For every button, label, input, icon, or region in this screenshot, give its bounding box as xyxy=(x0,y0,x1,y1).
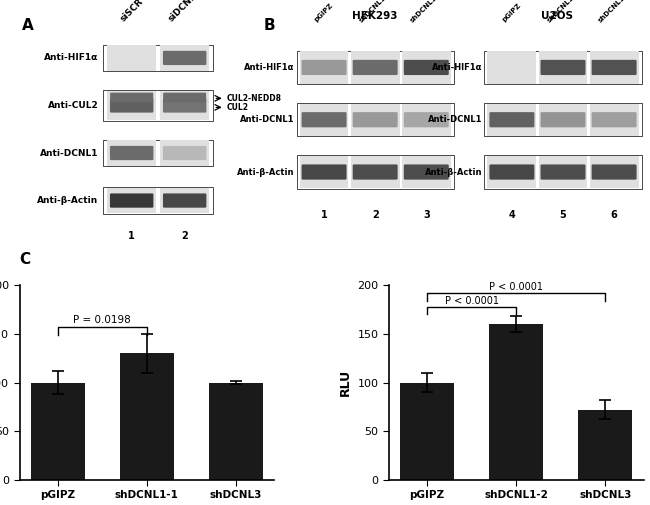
FancyBboxPatch shape xyxy=(541,60,586,75)
Text: shDCNL1-2: shDCNL1-2 xyxy=(409,0,443,23)
Bar xyxy=(402,104,450,136)
FancyBboxPatch shape xyxy=(404,165,448,180)
FancyBboxPatch shape xyxy=(110,193,153,208)
Text: 1: 1 xyxy=(320,210,328,220)
FancyBboxPatch shape xyxy=(353,60,398,75)
Bar xyxy=(351,52,400,84)
Text: P = 0.0198: P = 0.0198 xyxy=(73,315,131,325)
Text: Anti-HIF1α: Anti-HIF1α xyxy=(44,54,98,63)
Text: siDCNL1: siDCNL1 xyxy=(166,0,203,23)
FancyBboxPatch shape xyxy=(163,146,207,160)
Text: Anti-DCNL1: Anti-DCNL1 xyxy=(428,115,482,124)
Text: Anti-CUL2: Anti-CUL2 xyxy=(47,101,98,110)
Text: Anti-HIF1α: Anti-HIF1α xyxy=(432,63,482,72)
Bar xyxy=(539,156,588,188)
Bar xyxy=(578,410,632,480)
FancyBboxPatch shape xyxy=(592,165,636,180)
Bar xyxy=(590,104,638,136)
FancyBboxPatch shape xyxy=(163,98,207,113)
FancyBboxPatch shape xyxy=(404,60,448,75)
FancyBboxPatch shape xyxy=(302,60,346,75)
Text: CUL2: CUL2 xyxy=(227,103,249,112)
Y-axis label: RLU: RLU xyxy=(339,369,352,396)
Bar xyxy=(120,354,174,480)
Bar xyxy=(300,104,348,136)
Bar xyxy=(590,52,638,84)
Bar xyxy=(107,188,157,213)
Text: shDCNL1-1: shDCNL1-1 xyxy=(358,0,393,23)
FancyBboxPatch shape xyxy=(110,146,153,160)
FancyBboxPatch shape xyxy=(592,112,636,127)
Bar xyxy=(107,90,157,121)
Text: HEK293: HEK293 xyxy=(352,11,398,21)
Text: 5: 5 xyxy=(560,210,566,220)
Text: Anti-DCNL1: Anti-DCNL1 xyxy=(240,115,294,124)
Text: U2OS: U2OS xyxy=(541,11,573,21)
Bar xyxy=(107,45,157,71)
FancyBboxPatch shape xyxy=(489,112,534,127)
Bar xyxy=(488,104,536,136)
Text: 1: 1 xyxy=(128,231,135,241)
FancyBboxPatch shape xyxy=(302,165,346,180)
Text: B: B xyxy=(264,18,276,32)
FancyBboxPatch shape xyxy=(163,51,207,65)
Bar xyxy=(402,156,450,188)
Bar xyxy=(300,156,348,188)
FancyBboxPatch shape xyxy=(489,165,534,180)
Bar xyxy=(351,156,400,188)
Text: pGIPZ: pGIPZ xyxy=(501,3,523,23)
Bar xyxy=(31,382,84,480)
Bar xyxy=(488,52,536,84)
Text: shDCNL1-1: shDCNL1-1 xyxy=(546,0,580,23)
Text: shDCNL1-2: shDCNL1-2 xyxy=(597,0,631,23)
Bar xyxy=(160,140,209,166)
Bar xyxy=(160,45,209,71)
FancyBboxPatch shape xyxy=(110,98,153,113)
FancyBboxPatch shape xyxy=(353,165,398,180)
Bar xyxy=(351,104,400,136)
Text: P < 0.0001: P < 0.0001 xyxy=(445,296,499,306)
Bar xyxy=(488,156,536,188)
Bar xyxy=(489,324,543,480)
FancyBboxPatch shape xyxy=(404,112,448,127)
Text: Anti-β-Actin: Anti-β-Actin xyxy=(37,196,98,205)
FancyBboxPatch shape xyxy=(592,60,636,75)
Text: Anti-HIF1α: Anti-HIF1α xyxy=(244,63,294,72)
Text: Anti-DCNL1: Anti-DCNL1 xyxy=(40,148,98,158)
FancyBboxPatch shape xyxy=(353,112,398,127)
Text: 4: 4 xyxy=(508,210,515,220)
Bar xyxy=(300,52,348,84)
Text: Anti-β-Actin: Anti-β-Actin xyxy=(237,168,294,177)
Bar xyxy=(400,382,454,480)
Text: 3: 3 xyxy=(423,210,430,220)
Bar xyxy=(160,90,209,121)
FancyBboxPatch shape xyxy=(541,112,586,127)
Text: siSCR: siSCR xyxy=(118,0,145,23)
Bar xyxy=(590,156,638,188)
Text: CUL2-NEDD8: CUL2-NEDD8 xyxy=(227,94,282,103)
Text: P < 0.0001: P < 0.0001 xyxy=(489,282,543,292)
Text: 2: 2 xyxy=(372,210,378,220)
Text: 6: 6 xyxy=(611,210,618,220)
FancyBboxPatch shape xyxy=(541,165,586,180)
Text: pGIPZ: pGIPZ xyxy=(313,3,335,23)
Text: Anti-β-Actin: Anti-β-Actin xyxy=(425,168,482,177)
Bar xyxy=(209,382,263,480)
Bar xyxy=(539,104,588,136)
Bar xyxy=(402,52,450,84)
Text: C: C xyxy=(20,252,31,268)
FancyBboxPatch shape xyxy=(302,112,346,127)
Bar xyxy=(107,140,157,166)
Bar xyxy=(160,188,209,213)
FancyBboxPatch shape xyxy=(163,193,207,208)
FancyBboxPatch shape xyxy=(163,92,206,102)
FancyBboxPatch shape xyxy=(110,92,153,102)
Text: 2: 2 xyxy=(181,231,188,241)
Bar xyxy=(539,52,588,84)
Text: A: A xyxy=(21,18,34,32)
